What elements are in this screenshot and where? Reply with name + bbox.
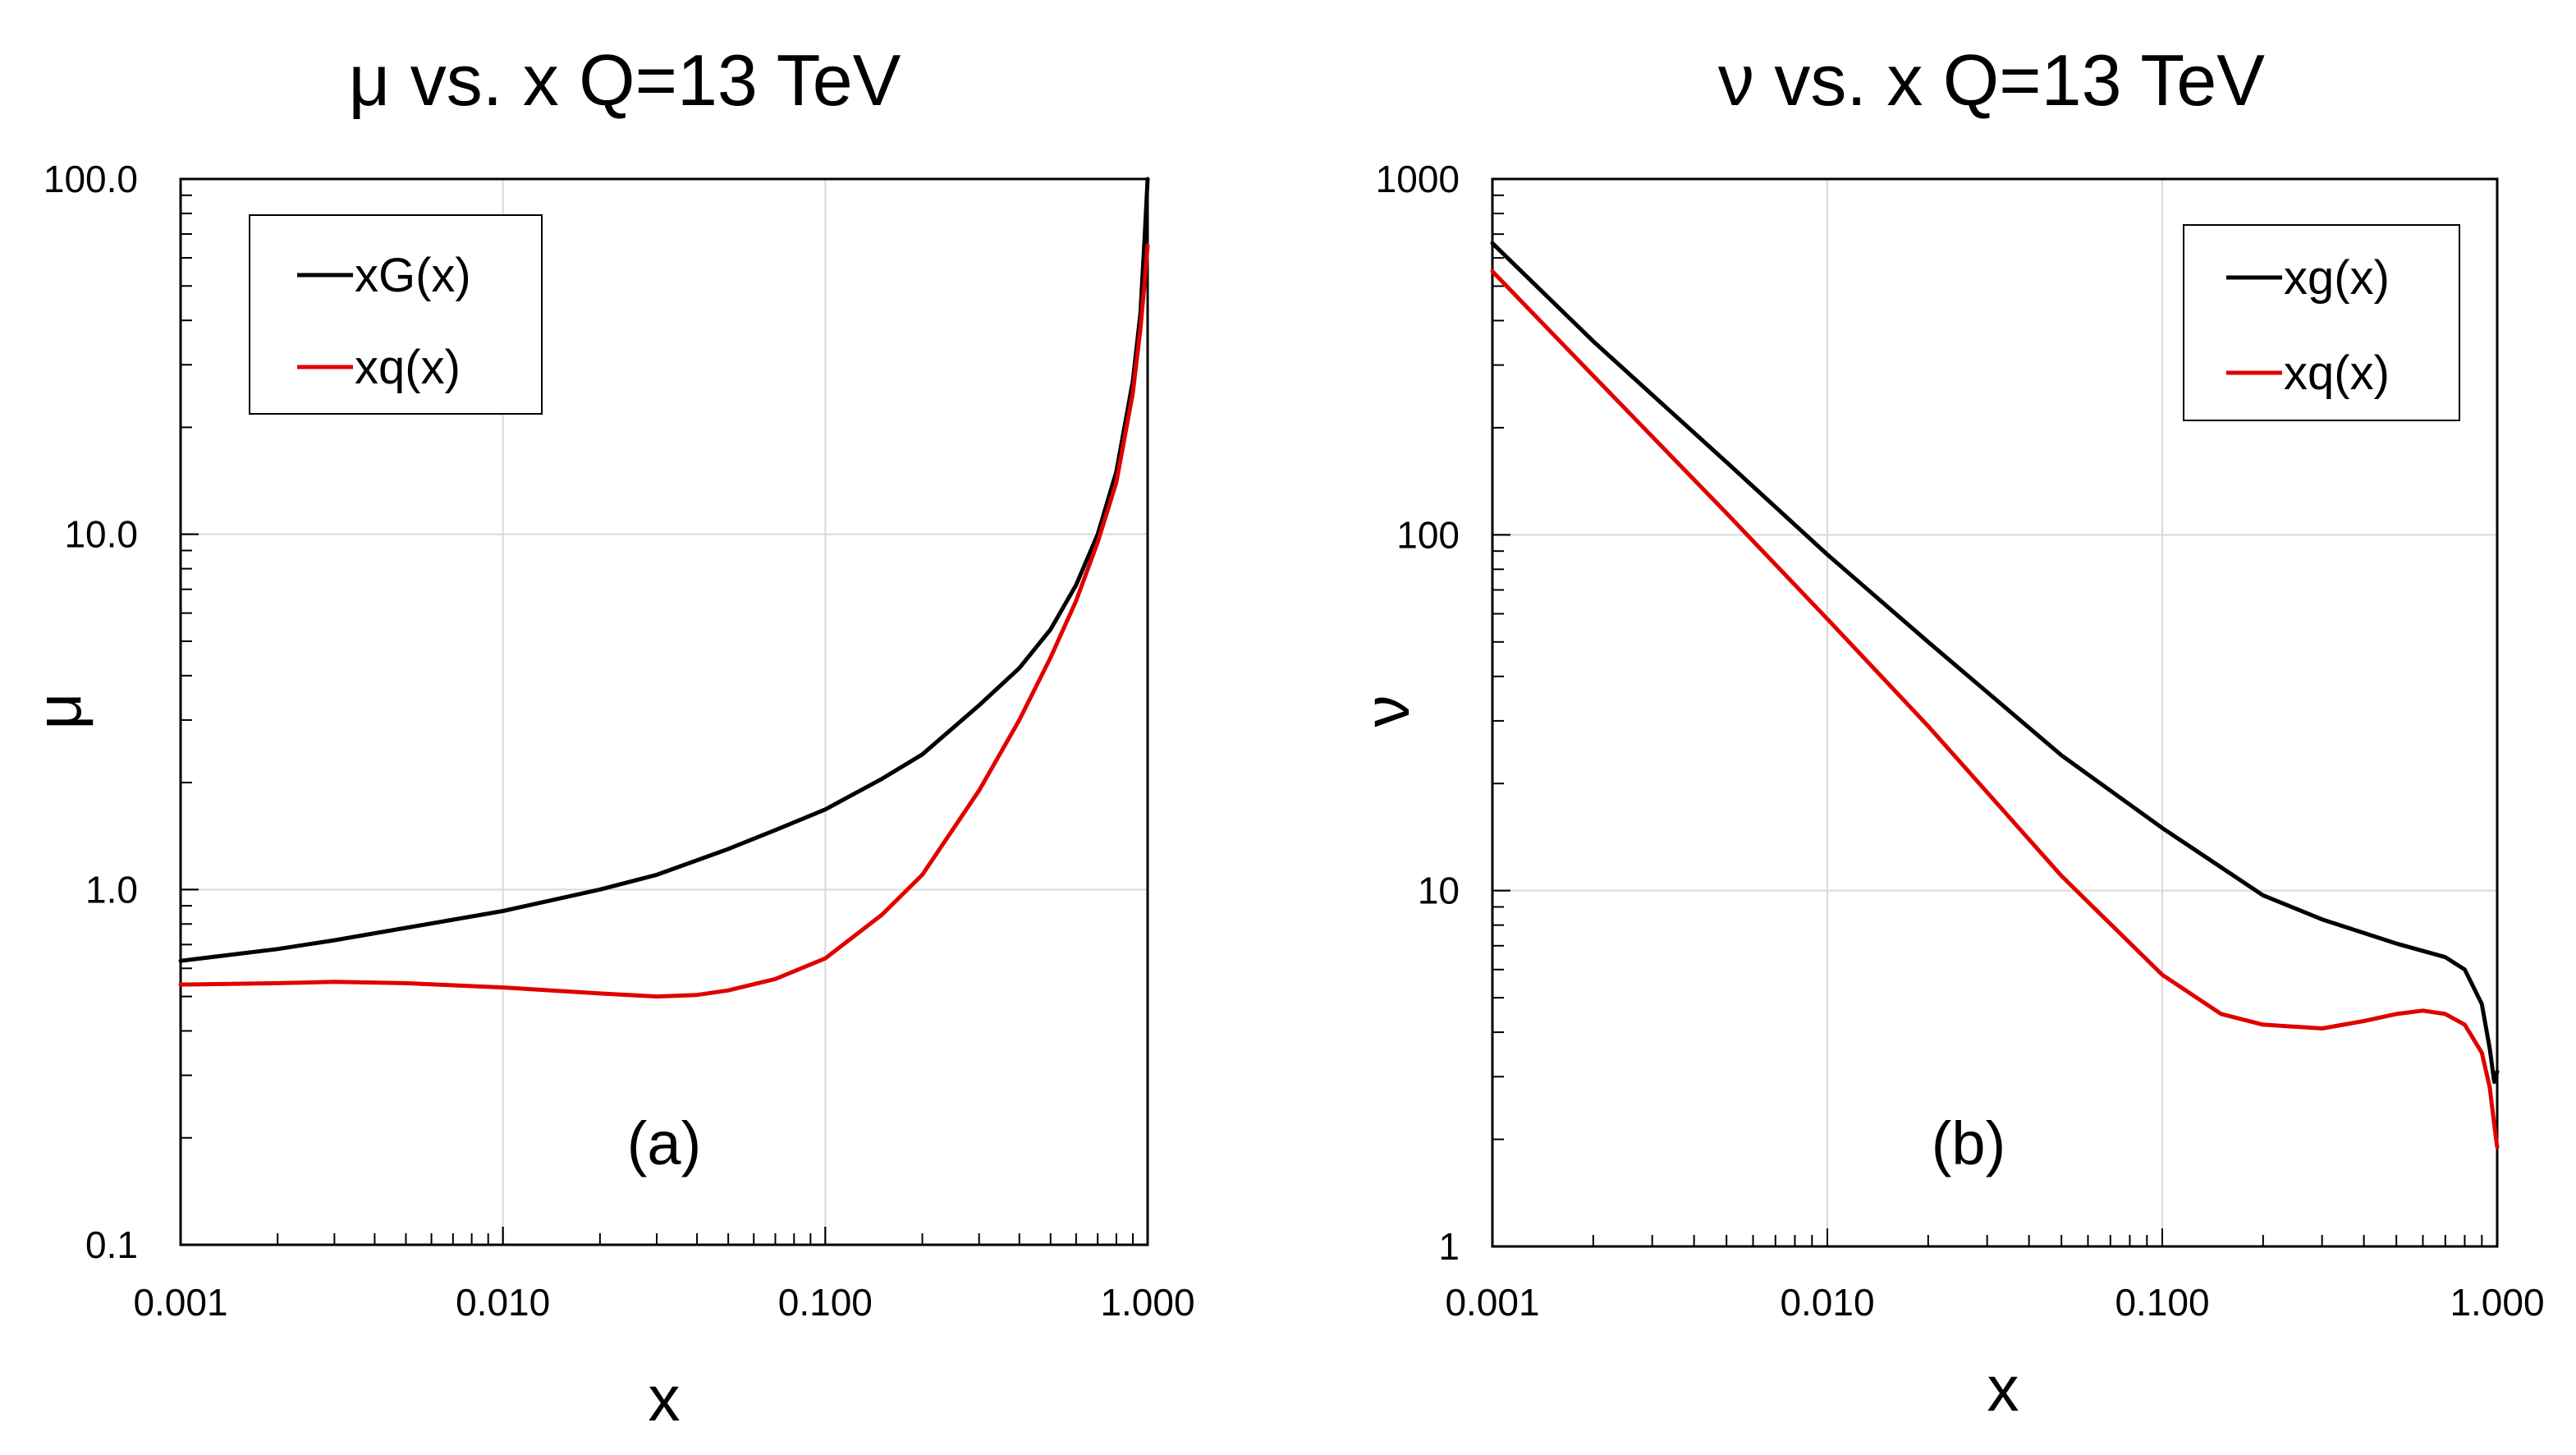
y-tick-label: 1000 (1376, 158, 1460, 200)
y-tick-label: 10.0 (64, 513, 138, 556)
legend: xG(x) xq(x) (249, 214, 543, 415)
y-tick-label: 1 (1438, 1225, 1460, 1268)
y-tick-label: 100 (1396, 513, 1460, 556)
y-tick-label: 0.1 (85, 1223, 138, 1266)
x-tick-label: 0.100 (778, 1281, 873, 1324)
series-line-xgx (1490, 241, 2500, 1085)
y-tick-label: 1.0 (85, 868, 138, 911)
x-tick-label: 1.000 (1100, 1281, 1194, 1324)
plot-frame (1491, 177, 2499, 1248)
x-tick-labels: 0.001 0.010 0.100 1.000 (1445, 1281, 2544, 1324)
legend-label-xq: xq(x) (2284, 347, 2390, 400)
x-tick-label: 0.001 (1445, 1281, 1539, 1324)
series-line-xqx (178, 243, 1150, 999)
x-tick-label: 0.010 (456, 1281, 550, 1324)
chart-title: ν vs. x Q=13 TeV (1718, 39, 2265, 121)
y-tick-labels: 1 10 100 1000 (1376, 158, 1460, 1268)
legend-label-xg: xg(x) (2284, 251, 2390, 305)
chart-title: μ vs. x Q=13 TeV (349, 39, 901, 121)
y-tick-label: 10 (1418, 870, 1460, 912)
x-tick-labels: 0.001 0.010 0.100 1.000 (133, 1281, 1194, 1324)
x-tick-label: 0.100 (2115, 1281, 2209, 1324)
y-axis-label: ν (1350, 695, 1423, 728)
x-tick-label: 0.010 (1780, 1281, 1874, 1324)
legend-box (249, 214, 543, 415)
series-line-xqx (1490, 269, 2500, 1150)
panel-annotation: (a) (627, 1109, 701, 1177)
x-tick-label: 0.001 (133, 1281, 227, 1324)
series-group (1490, 241, 2500, 1150)
y-tick-labels: 0.1 1.0 10.0 100.0 (44, 158, 138, 1266)
legend: xg(x) xq(x) (2183, 224, 2460, 421)
panel-annotation: (b) (1932, 1109, 2005, 1177)
x-axis-label: x (649, 1362, 681, 1434)
y-tick-label: 100.0 (44, 158, 138, 200)
series-group (178, 177, 1150, 999)
x-axis-label: x (1987, 1352, 2019, 1425)
legend-label-xq: xq(x) (355, 341, 461, 394)
minor-ticks (1492, 178, 2498, 1247)
plot-frame (179, 177, 1149, 1246)
legend-box (2183, 224, 2460, 421)
x-tick-label: 1.000 (2450, 1281, 2544, 1324)
y-axis-label: μ (22, 693, 94, 730)
legend-label-xG: xG(x) (355, 249, 471, 302)
